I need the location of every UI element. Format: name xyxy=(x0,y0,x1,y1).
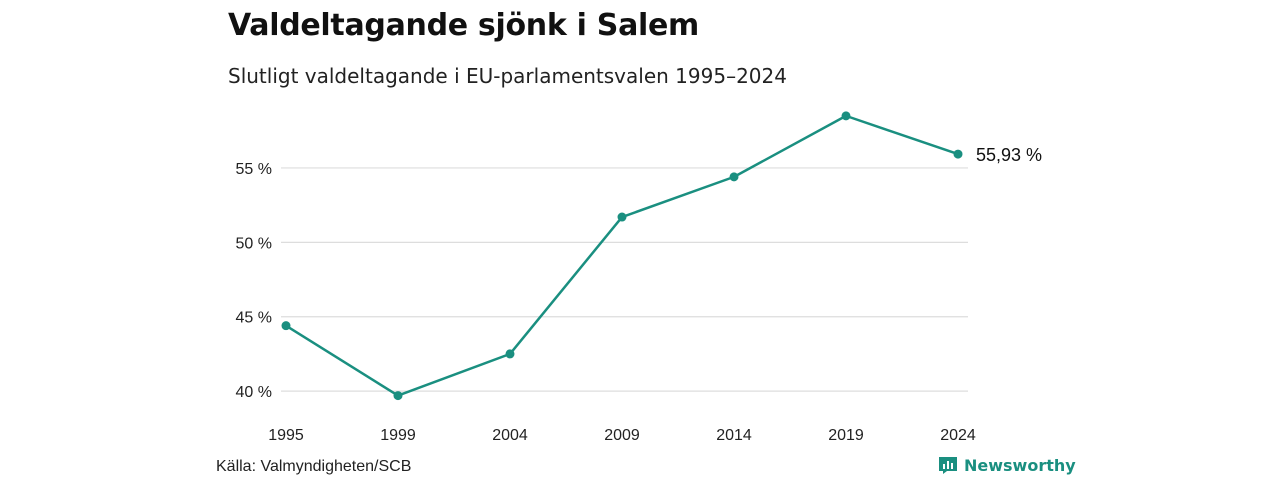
brand-name: Newsworthy xyxy=(964,455,1076,475)
x-tick-label: 2009 xyxy=(604,427,640,444)
series-line xyxy=(284,114,960,397)
x-tick-label: 2024 xyxy=(940,427,976,444)
data-point xyxy=(281,321,291,331)
brand-logo: Newsworthy xyxy=(938,455,1076,475)
data-point xyxy=(505,349,515,359)
chart-title: Valdeltagande sjönk i Salem xyxy=(228,8,700,43)
y-tick-label: 55 % xyxy=(236,161,272,178)
y-tick-label: 40 % xyxy=(236,384,272,401)
y-tick-label: 45 % xyxy=(236,310,272,327)
data-point xyxy=(393,391,403,401)
chart-subtitle: Slutligt valdeltagande i EU-parlamentsva… xyxy=(228,64,787,88)
data-point xyxy=(729,172,739,182)
x-tick-label: 1999 xyxy=(380,427,416,444)
x-tick-label: 2019 xyxy=(828,427,864,444)
data-point xyxy=(617,212,627,222)
data-point xyxy=(953,149,963,159)
x-tick-label: 1995 xyxy=(268,427,304,444)
x-tick-label: 2014 xyxy=(716,427,752,444)
data-point xyxy=(841,111,851,121)
newsworthy-icon xyxy=(939,457,957,474)
y-tick-label: 50 % xyxy=(236,235,272,252)
x-tick-label: 2004 xyxy=(492,427,528,444)
last-value-label: 55,93 % xyxy=(976,145,1042,165)
source-note: Källa: Valmyndigheten/SCB xyxy=(216,458,412,475)
